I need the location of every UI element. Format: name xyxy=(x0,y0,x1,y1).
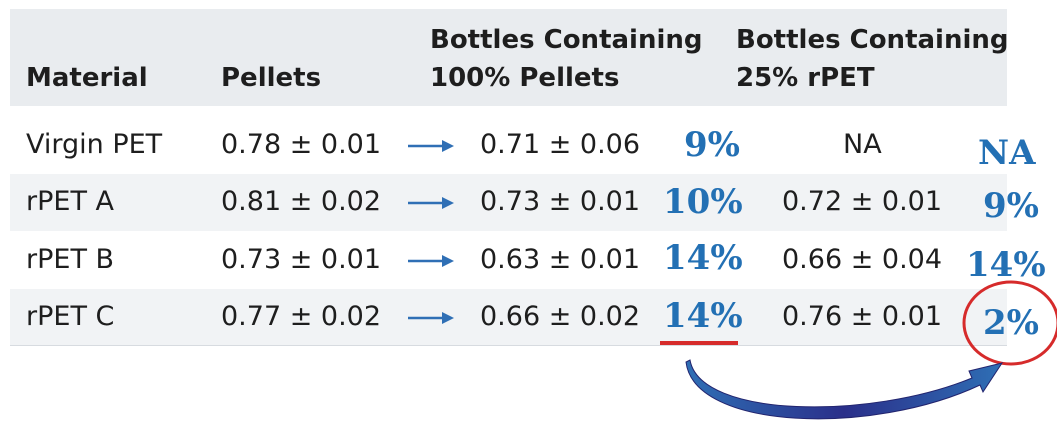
header-material: Material xyxy=(26,63,148,93)
drop-100-annotation: 9% xyxy=(684,125,740,165)
table-row xyxy=(10,117,1007,174)
bottles-100-cell: 0.73 ± 0.01 xyxy=(480,186,641,217)
header-pellets: Pellets xyxy=(221,63,322,93)
drop-25-annotation: NA xyxy=(978,133,1036,173)
header-bottles-25-line1: Bottles Containing xyxy=(736,25,1009,55)
bottles-100-cell: 0.71 ± 0.06 xyxy=(480,129,641,160)
material-cell: Virgin PET xyxy=(26,129,163,160)
drop-25-annotation: 14% xyxy=(966,245,1046,285)
bottles-25-cell: NA xyxy=(843,129,882,160)
right-arrow-icon xyxy=(408,197,454,209)
viscosity-table: Material Pellets Bottles Containing 100%… xyxy=(10,9,1046,346)
header-bottles-100-line2: 100% Pellets xyxy=(430,63,620,93)
table-row xyxy=(10,174,1007,231)
table-row xyxy=(10,232,1007,289)
bottles-25-cell: 0.76 ± 0.01 xyxy=(782,301,943,332)
pellets-cell: 0.73 ± 0.01 xyxy=(221,244,382,275)
pellets-cell: 0.78 ± 0.01 xyxy=(221,129,382,160)
table-bottom-rule xyxy=(10,345,1007,346)
drop-25-annotation: 2% xyxy=(983,303,1039,343)
drop-25-annotation: 9% xyxy=(983,186,1039,226)
right-arrow-icon xyxy=(408,140,454,152)
bottles-100-cell: 0.66 ± 0.02 xyxy=(480,301,641,332)
material-cell: rPET C xyxy=(26,301,115,332)
bottles-100-cell: 0.63 ± 0.01 xyxy=(480,244,641,275)
bottles-25-cell: 0.66 ± 0.04 xyxy=(782,244,943,275)
header-bottles-100-line1: Bottles Containing xyxy=(430,25,703,55)
bottles-25-cell: 0.72 ± 0.01 xyxy=(782,186,943,217)
pellets-cell: 0.81 ± 0.02 xyxy=(221,186,382,217)
curved-arrow-icon xyxy=(685,359,1004,420)
pellets-cell: 0.77 ± 0.02 xyxy=(221,301,382,332)
right-arrow-icon xyxy=(408,312,454,324)
table-row xyxy=(10,289,1007,346)
material-cell: rPET B xyxy=(26,244,115,275)
drop-100-annotation: 14% xyxy=(663,296,743,336)
drop-100-annotation: 14% xyxy=(663,238,743,278)
header-bottles-25-line2: 25% rPET xyxy=(736,63,875,93)
right-arrow-icon xyxy=(408,255,454,267)
table-header xyxy=(10,9,1007,106)
material-cell: rPET A xyxy=(26,186,114,217)
drop-100-annotation: 10% xyxy=(663,182,743,222)
